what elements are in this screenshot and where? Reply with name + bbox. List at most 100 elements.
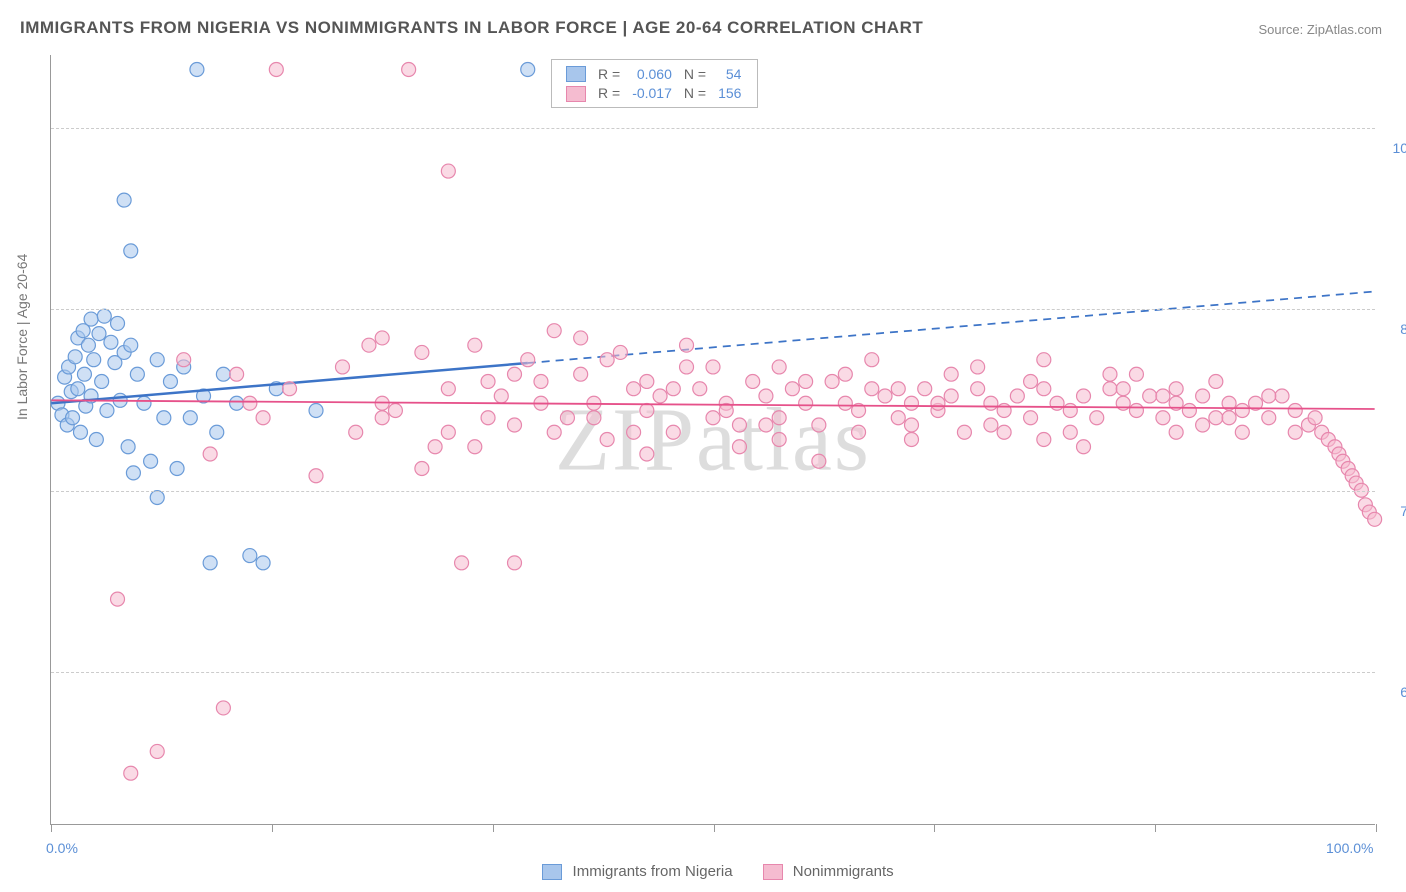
scatter-point-nigeria (256, 556, 270, 570)
scatter-point-nonimmigrants (1209, 374, 1223, 388)
scatter-point-nonimmigrants (587, 411, 601, 425)
scatter-point-nigeria (77, 367, 91, 381)
scatter-point-nonimmigrants (759, 389, 773, 403)
scatter-point-nonimmigrants (812, 454, 826, 468)
y-tick-label: 75.0% (1380, 503, 1406, 519)
scatter-point-nonimmigrants (1143, 389, 1157, 403)
scatter-point-nonimmigrants (640, 403, 654, 417)
bottom-label-nonimmigrants: Nonimmigrants (789, 863, 894, 880)
scatter-point-nonimmigrants (1169, 382, 1183, 396)
scatter-point-nonimmigrants (944, 367, 958, 381)
scatter-point-nonimmigrants (971, 360, 985, 374)
scatter-point-nonimmigrants (1077, 440, 1091, 454)
scatter-point-nonimmigrants (640, 447, 654, 461)
scatter-point-nigeria (137, 396, 151, 410)
scatter-point-nonimmigrants (1063, 403, 1077, 417)
scatter-point-nonimmigrants (785, 382, 799, 396)
scatter-point-nonimmigrants (627, 382, 641, 396)
legend-row-nigeria: R =0.060N =54 (560, 64, 747, 83)
x-tick (714, 824, 715, 832)
scatter-point-nonimmigrants (1037, 382, 1051, 396)
scatter-point-nonimmigrants (1116, 382, 1130, 396)
scatter-point-nigeria (97, 309, 111, 323)
scatter-point-nonimmigrants (124, 766, 138, 780)
scatter-point-nonimmigrants (627, 425, 641, 439)
scatter-point-nonimmigrants (997, 403, 1011, 417)
scatter-point-nonimmigrants (1103, 367, 1117, 381)
scatter-point-nonimmigrants (600, 353, 614, 367)
scatter-point-nonimmigrants (706, 411, 720, 425)
correlation-legend: R =0.060N =54R =-0.017N =156 (551, 59, 758, 108)
scatter-point-nigeria (150, 491, 164, 505)
scatter-point-nigeria (84, 312, 98, 326)
y-tick-label: 62.5% (1380, 684, 1406, 700)
scatter-point-nonimmigrants (984, 396, 998, 410)
scatter-point-nonimmigrants (375, 411, 389, 425)
scatter-point-nonimmigrants (111, 592, 125, 606)
scatter-point-nonimmigrants (1262, 389, 1276, 403)
scatter-point-nonimmigrants (812, 418, 826, 432)
gridline (51, 128, 1375, 129)
scatter-point-nonimmigrants (230, 367, 244, 381)
x-tick (272, 824, 273, 832)
gridline (51, 672, 1375, 673)
scatter-point-nonimmigrants (1169, 425, 1183, 439)
scatter-point-nigeria (150, 353, 164, 367)
scatter-point-nonimmigrants (468, 338, 482, 352)
scatter-point-nonimmigrants (1235, 403, 1249, 417)
scatter-point-nigeria (124, 338, 138, 352)
bottom-label-nigeria: Immigrants from Nigeria (568, 863, 732, 880)
scatter-point-nigeria (104, 335, 118, 349)
scatter-point-nonimmigrants (388, 403, 402, 417)
gridline (51, 309, 1375, 310)
scatter-point-nonimmigrants (666, 382, 680, 396)
scatter-point-nonimmigrants (838, 396, 852, 410)
scatter-point-nonimmigrants (931, 396, 945, 410)
scatter-point-nonimmigrants (494, 389, 508, 403)
scatter-point-nonimmigrants (1182, 403, 1196, 417)
y-tick-label: 87.5% (1380, 321, 1406, 337)
scatter-point-nonimmigrants (177, 353, 191, 367)
legend-n-value-nigeria: 54 (712, 64, 747, 83)
legend-swatch-nigeria (566, 66, 586, 82)
scatter-point-nonimmigrants (772, 411, 786, 425)
scatter-point-nonimmigrants (653, 389, 667, 403)
series-legend: Immigrants from Nigeria Nonimmigrants (0, 863, 1406, 880)
x-tick (51, 824, 52, 832)
scatter-point-nonimmigrants (971, 382, 985, 396)
scatter-point-nonimmigrants (944, 389, 958, 403)
scatter-point-nonimmigrants (1090, 411, 1104, 425)
scatter-point-nonimmigrants (508, 556, 522, 570)
scatter-point-nonimmigrants (799, 374, 813, 388)
scatter-point-nonimmigrants (1209, 411, 1223, 425)
scatter-point-nonimmigrants (746, 374, 760, 388)
scatter-point-nonimmigrants (1037, 433, 1051, 447)
scatter-point-nigeria (117, 193, 131, 207)
scatter-point-nonimmigrants (680, 338, 694, 352)
scatter-point-nonimmigrants (666, 425, 680, 439)
scatter-point-nigeria (66, 411, 80, 425)
scatter-point-nonimmigrants (1262, 411, 1276, 425)
scatter-point-nigeria (124, 244, 138, 258)
scatter-point-nonimmigrants (852, 425, 866, 439)
scatter-point-nigeria (230, 396, 244, 410)
scatter-point-nonimmigrants (1308, 411, 1322, 425)
x-tick-label: 0.0% (46, 840, 78, 856)
scatter-point-nonimmigrants (428, 440, 442, 454)
scatter-point-nonimmigrants (693, 382, 707, 396)
scatter-point-nonimmigrants (521, 353, 535, 367)
scatter-point-nonimmigrants (375, 331, 389, 345)
scatter-point-nonimmigrants (415, 345, 429, 359)
legend-r-value-nigeria: 0.060 (626, 64, 678, 83)
x-tick (1155, 824, 1156, 832)
scatter-point-nonimmigrants (534, 374, 548, 388)
scatter-point-nonimmigrants (759, 418, 773, 432)
scatter-point-nonimmigrants (574, 367, 588, 381)
scatter-point-nigeria (170, 462, 184, 476)
scatter-point-nonimmigrants (984, 418, 998, 432)
scatter-point-nigeria (89, 433, 103, 447)
scatter-point-nigeria (92, 327, 106, 341)
scatter-point-nonimmigrants (640, 374, 654, 388)
legend-n-label: N = (678, 64, 712, 83)
x-tick-label: 100.0% (1326, 840, 1373, 856)
